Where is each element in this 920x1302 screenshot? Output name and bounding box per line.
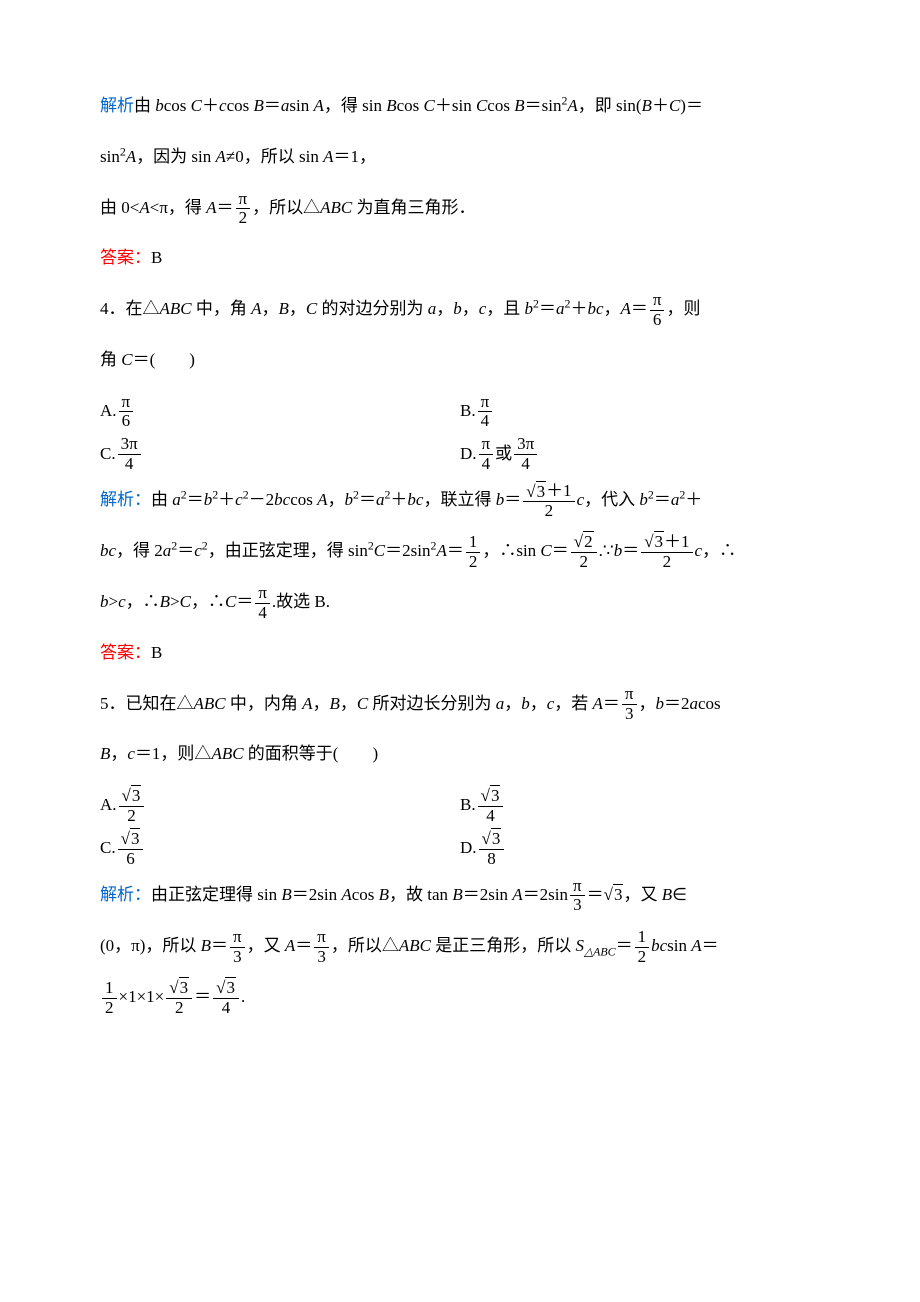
sqrt-icon: 3: [481, 787, 501, 806]
fraction: π4: [479, 435, 494, 473]
fraction: 12: [102, 979, 117, 1017]
q4-option-b: B.π4: [460, 391, 820, 432]
q5-stem-line1: 5．已知在△ABC 中，内角 A，B，C 所对边长分别为 a，b，c，若 A＝π…: [100, 684, 820, 725]
q5-options-row1: A.32 B.34: [100, 785, 820, 826]
q4-stem-line2: 角 C＝( ): [100, 340, 820, 381]
fraction: π2: [236, 190, 251, 228]
sqrt-icon: 3: [169, 979, 189, 998]
fraction: π4: [255, 584, 270, 622]
q3-analysis-line3: 由 0<A<π，得 A＝π2，所以△ABC 为直角三角形．: [100, 188, 820, 229]
q3-analysis-line2: sin2A，因为 sin A≠0，所以 sin A＝1，: [100, 137, 820, 178]
fraction: π4: [478, 393, 493, 431]
q4-analysis-line2: bc，得 2a2＝c2，由正弦定理，得 sin2C＝2sin2A＝12，∴sin…: [100, 531, 820, 572]
q4-options-row2: C.3π4 D.π4或3π4: [100, 434, 820, 475]
fraction: 34: [213, 979, 239, 1018]
sqrt-icon: 3: [604, 875, 624, 916]
fraction: 3＋12: [641, 533, 692, 572]
fraction: 34: [478, 787, 504, 826]
fraction: π6: [650, 291, 665, 329]
analysis-label: 解析：: [100, 490, 151, 509]
q5-option-d: D.38: [460, 828, 820, 869]
q5-option-c: C.36: [100, 828, 460, 869]
fraction: 32: [119, 787, 145, 826]
answer-value: B: [151, 248, 162, 267]
fraction: 36: [118, 829, 144, 868]
fraction: 12: [635, 928, 650, 966]
fraction: π3: [622, 685, 637, 723]
answer-label: 答案：: [100, 248, 151, 267]
analysis-label: 解析: [100, 96, 134, 115]
sqrt-icon: 3: [216, 979, 236, 998]
sqrt-icon: 2: [574, 533, 594, 552]
fraction: π3: [570, 877, 585, 915]
q5-option-a: A.32: [100, 785, 460, 826]
fraction: 3＋12: [523, 482, 574, 521]
analysis-label: 解析：: [100, 885, 151, 904]
answer-value: B: [151, 643, 162, 662]
answer-label: 答案：: [100, 643, 151, 662]
sqrt-icon: 3: [526, 483, 546, 502]
q4-options-row1: A.π6 B.π4: [100, 391, 820, 432]
fraction: 32: [166, 979, 192, 1018]
fraction: 38: [479, 829, 505, 868]
q4-analysis-line1: 解析：由 a2＝b2＋c2－2bccos A，b2＝a2＋bc，联立得 b＝3＋…: [100, 480, 820, 521]
fraction: 22: [571, 533, 597, 572]
q4-analysis-line3: b>c，∴B>C，∴C＝π4.故选 B.: [100, 582, 820, 623]
sqrt-icon: 3: [644, 533, 664, 552]
q4-option-c: C.3π4: [100, 434, 460, 475]
fraction: 3π4: [514, 435, 537, 473]
sqrt-icon: 3: [122, 787, 142, 806]
fraction: π3: [230, 928, 245, 966]
sqrt-icon: 3: [482, 830, 502, 849]
q5-options-row2: C.36 D.38: [100, 828, 820, 869]
page-content: 解析由 bcos C＋ccos B＝asin A，得 sin Bcos C＋si…: [0, 0, 920, 1088]
q5-analysis-line2: (0，π)，所以 B＝π3，又 A＝π3，所以△ABC 是正三角形，所以 S△A…: [100, 926, 820, 967]
q4-option-a: A.π6: [100, 391, 460, 432]
q4-answer: 答案：B: [100, 633, 820, 674]
fraction: 3π4: [118, 435, 141, 473]
q3-answer: 答案：B: [100, 238, 820, 279]
sqrt-icon: 3: [121, 830, 141, 849]
q5-analysis-line1: 解析：由正弦定理得 sin B＝2sin Acos B，故 tan B＝2sin…: [100, 875, 820, 916]
fraction: 12: [466, 533, 481, 571]
q5-analysis-line3: 12×1×1×32＝34.: [100, 977, 820, 1018]
q5-option-b: B.34: [460, 785, 820, 826]
q5-stem-line2: B，c＝1，则△ABC 的面积等于( ): [100, 734, 820, 775]
fraction: π3: [314, 928, 329, 966]
q3-analysis-line1: 解析由 bcos C＋ccos B＝asin A，得 sin Bcos C＋si…: [100, 86, 820, 127]
q4-stem-line1: 4．在△ABC 中，角 A，B，C 的对边分别为 a，b，c，且 b2＝a2＋b…: [100, 289, 820, 330]
fraction: π6: [119, 393, 134, 431]
q4-option-d: D.π4或3π4: [460, 434, 820, 475]
